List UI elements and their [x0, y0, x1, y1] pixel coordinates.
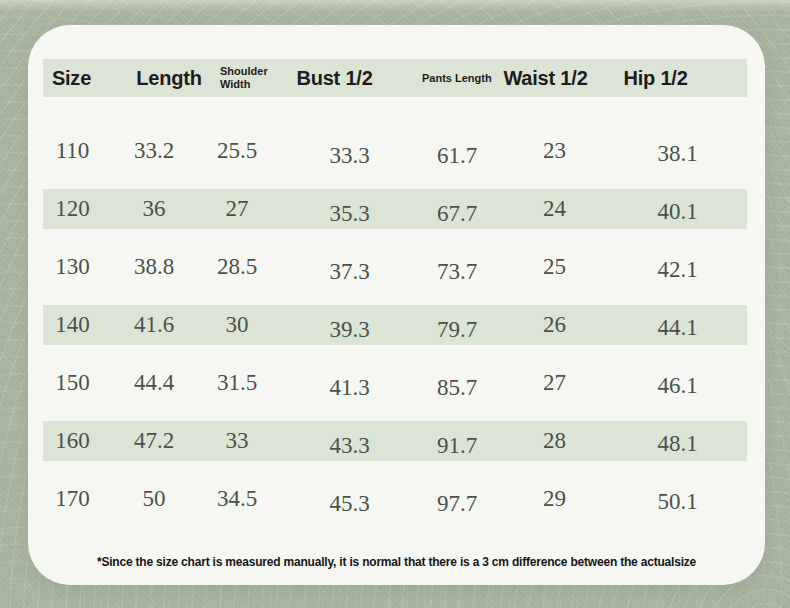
- table-cell: 38.1: [608, 141, 747, 167]
- table-cell: 130: [36, 254, 109, 280]
- table-body: 110 33.2 25.5 33.3 61.7 23 38.1 120 36 2…: [43, 122, 747, 528]
- table-cell: 33.2: [112, 138, 196, 164]
- table-cell: 39.3: [297, 317, 402, 343]
- table-cell: 150: [36, 370, 109, 396]
- table-cell: 45.3: [297, 491, 402, 517]
- table-cell: 79.7: [405, 317, 509, 343]
- table-cell: 28.5: [192, 254, 282, 280]
- size-chart-footnote: *Since the size chart is measured manual…: [28, 555, 765, 569]
- table-cell: 170: [36, 486, 109, 512]
- table-row-120: 120 36 27 35.3 67.7 24 40.1: [43, 180, 747, 238]
- table-cell: 50.1: [608, 489, 747, 515]
- table-row-150: 150 44.4 31.5 41.3 85.7 27 46.1: [43, 354, 747, 412]
- table-cell: 36: [112, 196, 196, 222]
- table-cell: 160: [36, 428, 109, 454]
- table-cell: 25.5: [192, 138, 282, 164]
- table-cell: 91.7: [405, 433, 509, 459]
- table-cell: 27: [192, 196, 282, 222]
- table-row-110: 110 33.2 25.5 33.3 61.7 23 38.1: [43, 122, 747, 180]
- table-cell: 73.7: [405, 259, 509, 285]
- table-cell: 26: [500, 312, 609, 338]
- table-row-160: 160 47.2 33 43.3 91.7 28 48.1: [43, 412, 747, 470]
- table-cell: 30: [192, 312, 282, 338]
- table-cell: 41.3: [297, 375, 402, 401]
- table-row-130: 130 38.8 28.5 37.3 73.7 25 42.1: [43, 238, 747, 296]
- table-cell: 33.3: [297, 143, 402, 169]
- column-header-pants-length: Pants Length: [395, 72, 499, 85]
- table-cell: 110: [36, 138, 109, 164]
- column-header-shoulder-width: Shoulder Width: [200, 65, 290, 91]
- table-cell: 41.6: [112, 312, 196, 338]
- table-row-140: 140 41.6 30 39.3 79.7 26 44.1: [43, 296, 747, 354]
- table-cell: 33: [192, 428, 282, 454]
- table-cell: 140: [36, 312, 109, 338]
- table-cell: 25: [500, 254, 609, 280]
- table-cell: 38.8: [112, 254, 196, 280]
- table-header-row: Size Length Shoulder Width Bust 1/2 Pant…: [43, 59, 747, 97]
- column-header-waist-half: Waist 1/2: [491, 67, 600, 90]
- table-cell: 47.2: [112, 428, 196, 454]
- column-header-length: Length: [127, 67, 211, 90]
- column-header-hip-half: Hip 1/2: [586, 67, 725, 90]
- table-cell: 42.1: [608, 257, 747, 283]
- table-cell: 44.4: [112, 370, 196, 396]
- table-cell: 61.7: [405, 143, 509, 169]
- table-cell: 40.1: [608, 199, 747, 225]
- column-header-size: Size: [35, 67, 108, 90]
- table-cell: 120: [36, 196, 109, 222]
- table-cell: 35.3: [297, 201, 402, 227]
- table-cell: 97.7: [405, 491, 509, 517]
- table-cell: 85.7: [405, 375, 509, 401]
- size-table: Size Length Shoulder Width Bust 1/2 Pant…: [43, 59, 747, 528]
- table-cell: 34.5: [192, 486, 282, 512]
- table-cell: 67.7: [405, 201, 509, 227]
- size-chart-card: Size Length Shoulder Width Bust 1/2 Pant…: [28, 25, 765, 585]
- table-cell: 29: [500, 486, 609, 512]
- table-cell: 24: [500, 196, 609, 222]
- column-header-bust-half: Bust 1/2: [282, 67, 387, 90]
- table-cell: 50: [112, 486, 196, 512]
- table-cell: 28: [500, 428, 609, 454]
- table-cell: 44.1: [608, 315, 747, 341]
- table-cell: 43.3: [297, 433, 402, 459]
- table-cell: 48.1: [608, 431, 747, 457]
- table-row-170: 170 50 34.5 45.3 97.7 29 50.1: [43, 470, 747, 528]
- table-cell: 23: [500, 138, 609, 164]
- table-cell: 46.1: [608, 373, 747, 399]
- table-cell: 31.5: [192, 370, 282, 396]
- table-cell: 27: [500, 370, 609, 396]
- table-cell: 37.3: [297, 259, 402, 285]
